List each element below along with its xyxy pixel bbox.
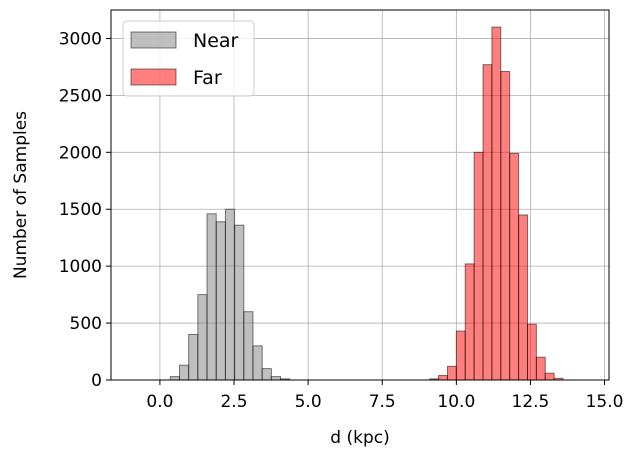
x-tick-label: 12.5 (512, 392, 550, 412)
x-tick-label: 5.0 (295, 392, 322, 412)
legend-label: Far (193, 67, 222, 89)
histogram-bar (518, 214, 528, 381)
x-tick-label: 0.0 (146, 392, 173, 412)
y-tick-label: 1500 (59, 200, 102, 220)
histogram-bar (215, 221, 226, 381)
histogram-bar (234, 224, 245, 381)
histogram-bar (169, 376, 180, 381)
y-tick-label: 2500 (59, 86, 102, 106)
histogram-bar (464, 263, 475, 381)
histogram-bar (178, 364, 190, 381)
histogram-bar (482, 64, 493, 381)
y-tick-label: 1000 (59, 257, 102, 277)
x-tick-label: 2.5 (220, 392, 247, 412)
histogram-bar (446, 365, 457, 381)
histogram-bar (491, 26, 502, 381)
histogram-bar (473, 151, 484, 381)
y-axis-label: Number of Samples (11, 111, 31, 279)
histogram-bar (270, 376, 282, 381)
y-tick-label: 0 (91, 371, 102, 391)
histogram-bar (535, 356, 546, 381)
legend-patch (130, 68, 177, 86)
histogram-bar (455, 330, 466, 381)
histogram-bar (261, 368, 272, 381)
x-axis-label: d (kpc) (330, 428, 389, 448)
x-tick-label: 10.0 (437, 392, 475, 412)
histogram-bar (188, 333, 199, 381)
y-tick-label: 2000 (59, 143, 102, 163)
histogram-bar (438, 374, 448, 381)
histogram-bar (500, 70, 511, 381)
histogram-bar (197, 294, 208, 381)
x-tick-label: 15.0 (586, 392, 624, 412)
plot-frame (110, 9, 610, 381)
x-tick-label: 7.5 (369, 392, 396, 412)
y-tick-label: 3000 (59, 29, 102, 49)
histogram-bar (206, 213, 217, 381)
histogram-bar (509, 152, 520, 381)
histogram-bar (526, 323, 537, 381)
legend-label: Near (193, 30, 239, 52)
histogram-bar (224, 208, 236, 381)
y-tick-label: 500 (70, 314, 102, 334)
histogram-bar (243, 311, 254, 381)
legend-patch (130, 31, 177, 49)
histogram-bar (252, 345, 263, 381)
histogram-bar (544, 372, 555, 381)
